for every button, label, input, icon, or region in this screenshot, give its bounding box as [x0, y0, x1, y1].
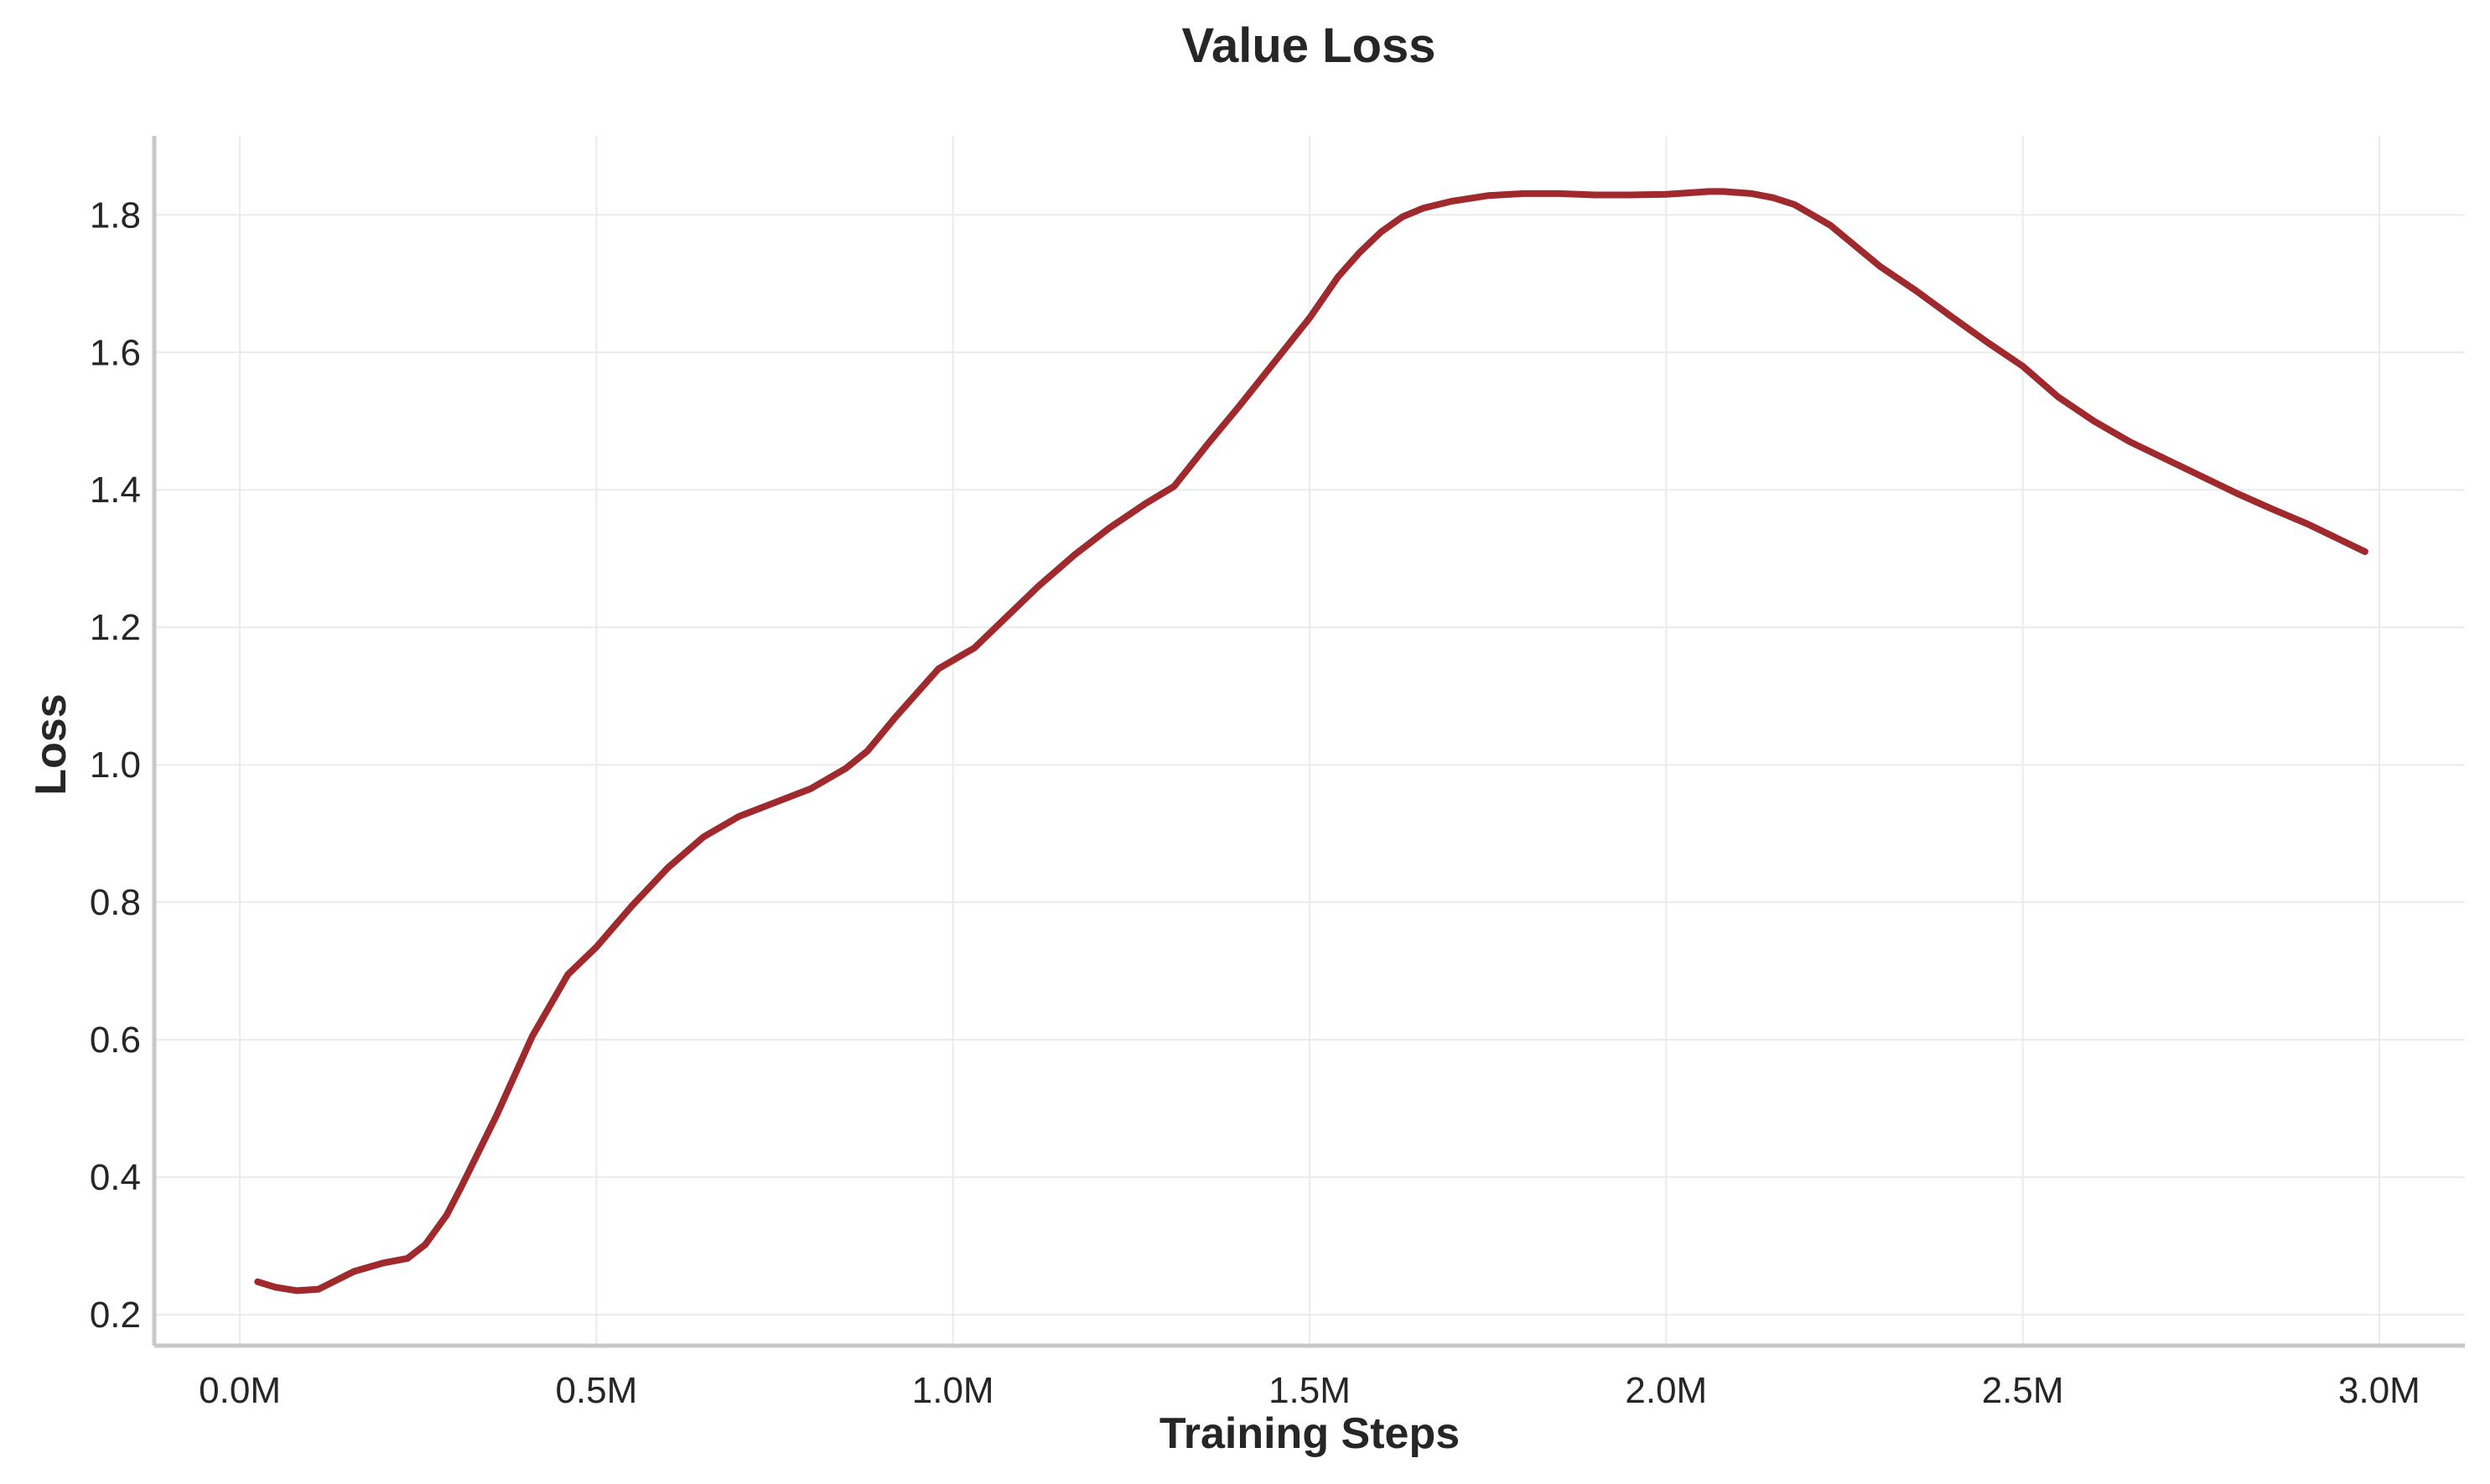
tick-labels: 0.0M 0.5M 1.0M 1.5M 2.0M 2.5M 3.0M 0.2 0.4 0.6 0.8…: [90, 195, 2420, 1411]
x-tick-label: 3.0M: [2338, 1370, 2420, 1411]
y-tick-label: 1.2: [90, 607, 141, 648]
series-layer: [254, 188, 2368, 1295]
x-tick-label: 1.5M: [1268, 1370, 1351, 1411]
x-tick-label: 2.5M: [1982, 1370, 2064, 1411]
y-tick-label: 0.8: [90, 882, 141, 923]
y-tick-label: 1.0: [90, 745, 141, 786]
axes-spines: [152, 136, 2465, 1348]
x-tick-label: 1.0M: [912, 1370, 994, 1411]
chart-title: Value Loss: [1181, 18, 1435, 73]
x-tick-label: 0.0M: [199, 1370, 281, 1411]
value-loss-line: [254, 188, 2368, 1295]
gridlines: [154, 136, 2465, 1346]
x-tick-label: 0.5M: [555, 1370, 637, 1411]
y-tick-label: 0.2: [90, 1295, 141, 1336]
x-tick-label: 2.0M: [1625, 1370, 1707, 1411]
y-tick-label: 0.4: [90, 1157, 141, 1198]
y-tick-label: 0.6: [90, 1020, 141, 1061]
y-tick-label: 1.4: [90, 470, 141, 511]
x-axis-label: Training Steps: [1159, 1409, 1460, 1458]
y-tick-label: 1.8: [90, 195, 141, 236]
y-axis-label: Loss: [27, 693, 75, 795]
y-tick-label: 1.6: [90, 332, 141, 373]
